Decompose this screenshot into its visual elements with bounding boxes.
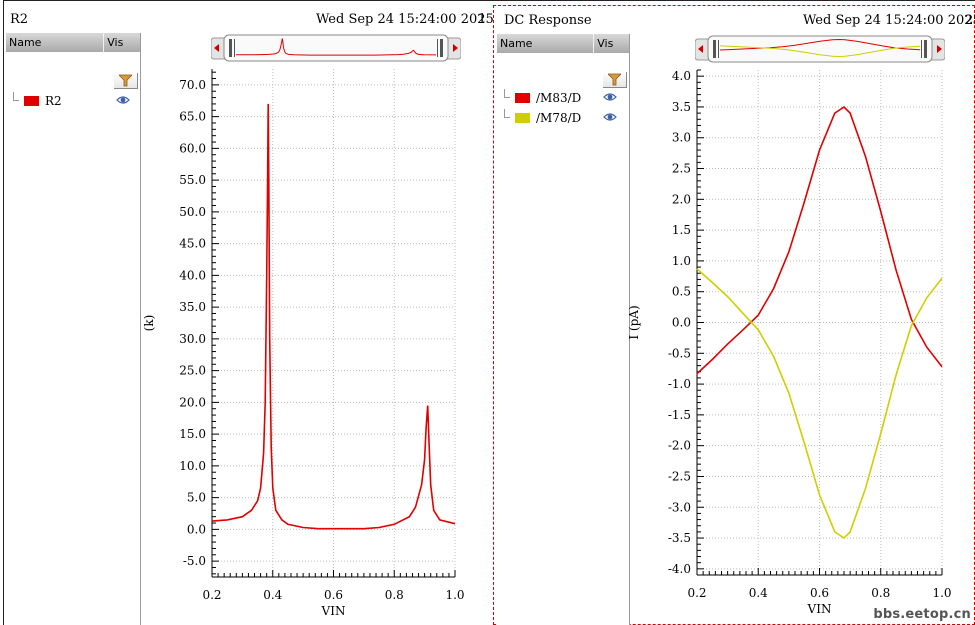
y-tick-label: -3.0 xyxy=(668,500,691,514)
x-tick-label: 0.8 xyxy=(385,588,404,602)
x-range-scroller[interactable] xyxy=(211,33,461,63)
y-tick-label: 30.0 xyxy=(179,332,206,346)
y-tick-label: 0.0 xyxy=(187,522,206,536)
y-axis-title: I (pA) xyxy=(627,305,641,339)
y-tick-label: 50.0 xyxy=(179,205,206,219)
series-line xyxy=(696,105,943,375)
y-tick-label: -5.0 xyxy=(183,554,206,568)
legend-header: Name Vis xyxy=(497,34,629,53)
y-tick-label: 1.0 xyxy=(672,254,691,268)
x-tick-label: 0.4 xyxy=(263,588,282,602)
y-tick-label: -1.0 xyxy=(668,377,691,391)
y-tick-label: -1.5 xyxy=(668,408,691,422)
x-axis-title: VIN xyxy=(321,604,346,618)
y-tick-label: 0.5 xyxy=(672,285,691,299)
legend-col-vis[interactable]: Vis xyxy=(107,36,124,49)
scroll-left-arrow-icon[interactable] xyxy=(214,44,219,52)
x-axis-title: VIN xyxy=(807,602,832,616)
legend-panel: Name Vis /M83/D /M78/D xyxy=(497,34,630,625)
x-tick-label: 0.4 xyxy=(749,586,768,600)
legend-swatch xyxy=(515,113,530,123)
tree-connector xyxy=(504,89,510,98)
visibility-eye-icon[interactable] xyxy=(603,112,617,122)
y-tick-label: 60.0 xyxy=(179,141,206,155)
tree-connector xyxy=(13,92,19,101)
x-range-scroller[interactable] xyxy=(695,34,945,64)
overview-trace xyxy=(236,38,437,56)
panel-title: R2 xyxy=(10,12,29,27)
legend-swatch xyxy=(24,96,39,106)
watermark: bbs.eetop.cn xyxy=(873,607,971,622)
x-tick-label: 1.0 xyxy=(445,588,464,602)
legend-item-m83-d[interactable]: /M83/D xyxy=(497,89,629,108)
legend-label: R2 xyxy=(45,94,62,108)
y-tick-label: 3.5 xyxy=(672,100,691,114)
legend-swatch xyxy=(515,93,530,103)
subwindow-1[interactable]: R2 Wed Sep 24 15:24:00 2025 1 Name Vis R… xyxy=(6,5,494,625)
legend-panel: Name Vis R2 xyxy=(6,33,141,625)
legend-label: /M78/D xyxy=(536,111,582,125)
filter-button[interactable] xyxy=(114,73,138,89)
window-top-border xyxy=(3,0,975,1)
filter-icon xyxy=(119,74,132,87)
y-tick-label: -4.0 xyxy=(668,562,691,576)
y-tick-label: -0.5 xyxy=(668,346,691,360)
visibility-eye-icon[interactable] xyxy=(116,95,130,105)
series-line xyxy=(211,103,456,530)
subwindow-2[interactable]: DC Response Wed Sep 24 15:24:00 2025 2 N… xyxy=(493,5,975,625)
y-tick-label: 2.0 xyxy=(672,192,691,206)
y-tick-label: 70.0 xyxy=(179,78,206,92)
panel-date: Wed Sep 24 15:24:00 2025 xyxy=(803,13,975,28)
y-axis-title: (k) xyxy=(142,315,156,332)
legend-label: /M83/D xyxy=(536,91,582,105)
y-tick-label: 15.0 xyxy=(179,427,206,441)
legend-col-vis[interactable]: Vis xyxy=(597,37,614,50)
y-tick-label: 55.0 xyxy=(179,173,206,187)
legend-col-name[interactable]: Name xyxy=(497,34,595,53)
y-tick-label: 25.0 xyxy=(179,364,206,378)
tree-connector xyxy=(504,109,510,118)
y-tick-label: -2.0 xyxy=(668,439,691,453)
y-tick-label: 45.0 xyxy=(179,237,206,251)
y-tick-label: 65.0 xyxy=(179,110,206,124)
y-tick-label: 5.0 xyxy=(187,491,206,505)
scroll-right-arrow-icon[interactable] xyxy=(453,44,458,52)
y-tick-label: 4.0 xyxy=(672,69,691,83)
panel-index: 2 xyxy=(965,13,974,28)
y-tick-label: -2.5 xyxy=(668,469,691,483)
y-tick-label: -3.5 xyxy=(668,531,691,545)
window-left-border xyxy=(3,0,4,625)
scroll-left-arrow-icon[interactable] xyxy=(698,45,703,53)
legend-item-m78-d[interactable]: /M78/D xyxy=(497,109,629,128)
overview-trace xyxy=(719,45,921,58)
y-tick-label: 40.0 xyxy=(179,268,206,282)
legend-header: Name Vis xyxy=(6,33,140,52)
filter-button[interactable] xyxy=(603,72,627,88)
y-tick-label: 0.0 xyxy=(672,316,691,330)
y-tick-label: 2.5 xyxy=(672,162,691,176)
x-tick-label: 1.0 xyxy=(932,586,951,600)
x-tick-label: 0.6 xyxy=(810,586,829,600)
series-line xyxy=(696,268,943,540)
y-tick-label: 3.0 xyxy=(672,131,691,145)
x-tick-label: 0.2 xyxy=(687,586,706,600)
panel-date: Wed Sep 24 15:24:00 2025 xyxy=(316,12,494,27)
x-tick-label: 0.2 xyxy=(202,588,221,602)
y-tick-label: 1.5 xyxy=(672,223,691,237)
x-tick-label: 0.6 xyxy=(324,588,343,602)
panel-index: 1 xyxy=(478,12,487,27)
y-tick-label: 20.0 xyxy=(179,395,206,409)
panel-title: DC Response xyxy=(504,13,592,28)
y-tick-label: 35.0 xyxy=(179,300,206,314)
y-tick-label: 10.0 xyxy=(179,459,206,473)
overview-trace xyxy=(719,38,921,51)
filter-icon xyxy=(608,73,621,86)
legend-col-name[interactable]: Name xyxy=(6,33,105,52)
scroll-right-arrow-icon[interactable] xyxy=(937,45,942,53)
x-tick-label: 0.8 xyxy=(871,586,890,600)
visibility-eye-icon[interactable] xyxy=(603,92,617,102)
legend-item-r2[interactable]: R2 xyxy=(6,92,140,111)
